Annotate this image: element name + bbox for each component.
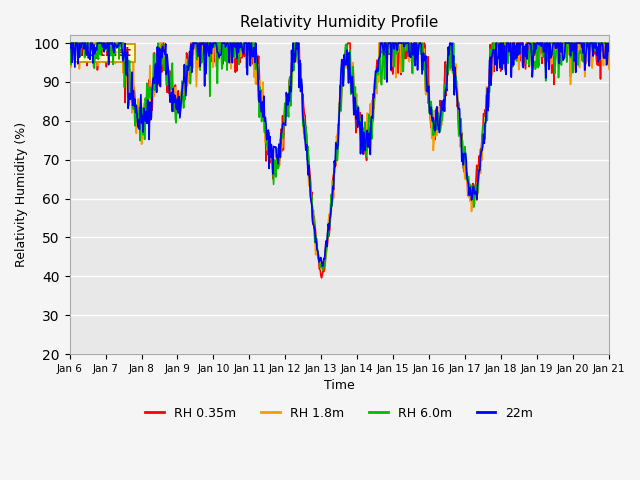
RH 0.35m <box>421 42 429 48</box>
22m <box>186 62 194 68</box>
22m <box>215 54 223 60</box>
RH 0.35m <box>131 95 139 100</box>
RH 1.8m <box>319 267 327 273</box>
RH 1.8m <box>132 122 140 128</box>
RH 6.0m <box>132 101 140 107</box>
RH 6.0m <box>319 267 327 273</box>
RH 6.0m <box>422 87 429 93</box>
22m <box>406 52 414 58</box>
Line: 22m: 22m <box>70 43 609 266</box>
Line: RH 1.8m: RH 1.8m <box>70 43 609 270</box>
RH 1.8m <box>76 46 84 51</box>
RH 1.8m <box>67 40 74 46</box>
RH 0.35m <box>186 71 193 77</box>
RH 6.0m <box>76 53 84 59</box>
RH 6.0m <box>605 48 612 53</box>
22m <box>76 40 84 46</box>
RH 1.8m <box>215 41 223 47</box>
22m <box>66 44 74 50</box>
X-axis label: Time: Time <box>324 379 355 392</box>
22m <box>132 110 140 116</box>
RH 0.35m <box>317 275 325 281</box>
RH 0.35m <box>66 40 74 46</box>
22m <box>605 48 612 54</box>
22m <box>319 264 326 269</box>
RH 1.8m <box>422 92 429 97</box>
RH 0.35m <box>406 40 413 46</box>
Text: TZ_tmet: TZ_tmet <box>77 47 132 60</box>
Legend: RH 0.35m, RH 1.8m, RH 6.0m, 22m: RH 0.35m, RH 1.8m, RH 6.0m, 22m <box>140 402 538 425</box>
RH 6.0m <box>67 40 74 46</box>
Line: RH 0.35m: RH 0.35m <box>70 43 609 278</box>
RH 0.35m <box>76 59 83 64</box>
RH 0.35m <box>214 40 222 46</box>
Y-axis label: Relativity Humidity (%): Relativity Humidity (%) <box>15 122 28 267</box>
22m <box>422 53 429 59</box>
RH 1.8m <box>605 66 612 72</box>
RH 1.8m <box>406 40 414 46</box>
RH 6.0m <box>215 40 223 46</box>
RH 6.0m <box>406 40 414 46</box>
RH 1.8m <box>186 72 194 78</box>
RH 0.35m <box>605 41 612 47</box>
22m <box>67 40 75 46</box>
RH 6.0m <box>186 81 194 86</box>
Title: Relativity Humidity Profile: Relativity Humidity Profile <box>240 15 438 30</box>
RH 1.8m <box>66 53 74 59</box>
RH 6.0m <box>66 50 74 56</box>
Line: RH 6.0m: RH 6.0m <box>70 43 609 270</box>
